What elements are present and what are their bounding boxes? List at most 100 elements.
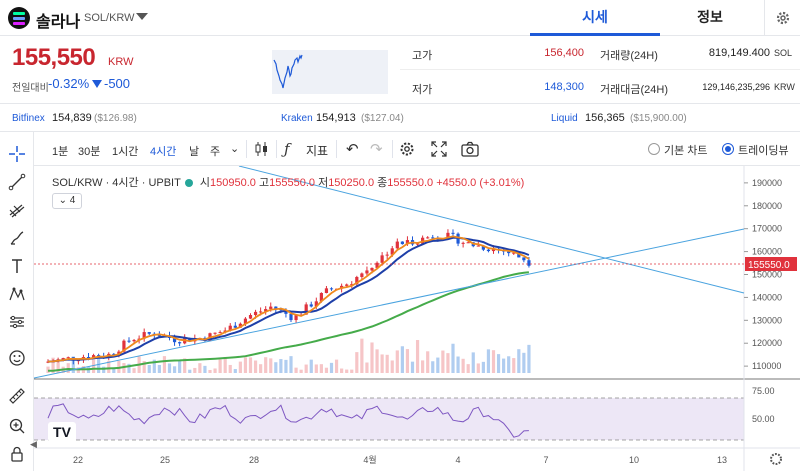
time-tick-label: 4월	[363, 454, 376, 465]
volume-bar	[527, 344, 531, 373]
indicators-button[interactable]: 지표	[306, 144, 329, 158]
timeframe-4h[interactable]: 4시간	[150, 146, 177, 158]
candle-body	[112, 353, 116, 355]
volume-bar	[46, 366, 50, 373]
gear-icon[interactable]	[770, 453, 782, 465]
volume-bar	[289, 356, 293, 373]
legend-close: 155550.0	[387, 177, 434, 189]
candle-body	[61, 358, 65, 360]
lock-tool[interactable]	[7, 444, 27, 464]
redo-icon[interactable]: ↷	[370, 141, 383, 158]
timeframe-day[interactable]: 날	[189, 146, 200, 158]
timeframe-1m[interactable]: 1분	[52, 146, 69, 158]
candle-body	[178, 342, 182, 344]
candle-body	[355, 276, 359, 285]
volume-bar	[395, 350, 399, 373]
time-tick-label: 25	[160, 455, 170, 465]
legend-open: 150950.0	[210, 177, 256, 189]
time-tick-label: 4	[455, 455, 460, 465]
candle-body	[319, 292, 323, 302]
basic-chart-label[interactable]: 기본 차트	[664, 145, 708, 157]
volume-bar	[243, 357, 248, 373]
chevron-down-icon[interactable]	[136, 13, 148, 20]
brush-tool[interactable]	[7, 228, 27, 248]
brush-icon	[10, 231, 24, 245]
candle-body	[86, 357, 91, 359]
zoom-tool[interactable]	[7, 416, 27, 436]
basic-chart-radio[interactable]	[648, 143, 660, 155]
candle-body	[147, 332, 151, 334]
measure-tool[interactable]	[7, 312, 27, 332]
candle-body	[446, 232, 450, 240]
candle-body	[228, 325, 232, 331]
volume-bar	[507, 356, 511, 373]
candle-body	[517, 252, 521, 258]
price-chart[interactable]: 190000 180000 170000 160000 150000 140000 1300…	[34, 166, 800, 471]
volume-bar	[426, 351, 430, 373]
volume-bar	[172, 366, 177, 373]
volume-bar	[345, 369, 349, 373]
candle-body	[350, 284, 354, 286]
volume-bar	[259, 364, 263, 373]
settings-button[interactable]	[764, 0, 800, 36]
volume-bar	[340, 368, 344, 373]
tab-info[interactable]: 정보	[697, 9, 723, 25]
volume-series	[46, 338, 531, 373]
volume-bar	[496, 354, 501, 373]
volume-bar	[51, 357, 55, 373]
volume-bar	[238, 361, 242, 373]
pattern-tool[interactable]	[7, 284, 27, 304]
candle-body	[380, 255, 384, 263]
ruler-tool[interactable]	[7, 386, 27, 406]
volume-bar	[213, 368, 217, 373]
fullscreen-button[interactable]	[430, 140, 448, 162]
toolbar-divider	[246, 140, 247, 158]
fib-tool[interactable]	[7, 200, 27, 220]
candle-body	[284, 310, 288, 314]
candle-body	[243, 318, 248, 324]
emoji-tool[interactable]	[7, 348, 27, 368]
exchange-name[interactable]: Liquid	[551, 113, 578, 124]
timeframe-week[interactable]: 주	[210, 146, 221, 158]
indicator-toggle[interactable]: ⌄ 4	[52, 193, 82, 209]
snapshot-button[interactable]	[460, 140, 480, 162]
tradingview-radio[interactable]	[722, 143, 734, 155]
candle-body	[345, 284, 349, 286]
volume-bar	[178, 360, 182, 373]
volume-bar	[380, 354, 384, 373]
change-percent: -0.32%	[48, 76, 90, 91]
tradingview-label[interactable]: 트레이딩뷰	[738, 145, 789, 157]
text-tool[interactable]	[7, 256, 27, 276]
crosshair-icon	[9, 146, 25, 162]
price-tick-label: 160000	[752, 247, 782, 257]
candle-body	[233, 325, 237, 328]
volume-bar	[385, 354, 389, 373]
trend-line-tool[interactable]	[7, 172, 27, 192]
tab-quote[interactable]: 시세	[530, 0, 660, 36]
solana-logo-icon	[8, 7, 30, 29]
volume-bar	[147, 364, 151, 373]
candle-body	[400, 241, 404, 245]
candle-body	[279, 309, 283, 311]
price-tick-label: 190000	[752, 178, 782, 188]
candle-style-button[interactable]	[254, 140, 270, 162]
price-unit: KRW	[108, 56, 134, 68]
exchange-price: 154,913	[316, 112, 356, 124]
current-price: 155,550	[12, 44, 96, 71]
settings-corner[interactable]	[770, 453, 782, 465]
price-axis: 190000 180000 170000 160000 150000 140000 1300…	[744, 178, 782, 371]
exchange-name[interactable]: Bitfinex	[12, 113, 45, 124]
indicator-count: 4	[69, 195, 76, 206]
chart-settings-button[interactable]	[398, 140, 416, 162]
timeframe-dropdown-icon[interactable]: ⌄	[230, 143, 240, 155]
exchange-name[interactable]: Kraken	[281, 113, 313, 124]
collapse-icon[interactable]: ◀	[30, 439, 37, 449]
undo-icon[interactable]: ↶	[346, 141, 359, 158]
volume-bar	[329, 362, 334, 373]
crosshair-tool[interactable]	[7, 144, 27, 164]
timeframe-30m[interactable]: 30분	[78, 146, 101, 158]
timeframe-1h[interactable]: 1시간	[112, 146, 139, 158]
function-icon[interactable]: ƒ	[284, 140, 290, 158]
sparkline-line	[273, 54, 303, 89]
trend-line-icon	[8, 173, 26, 191]
